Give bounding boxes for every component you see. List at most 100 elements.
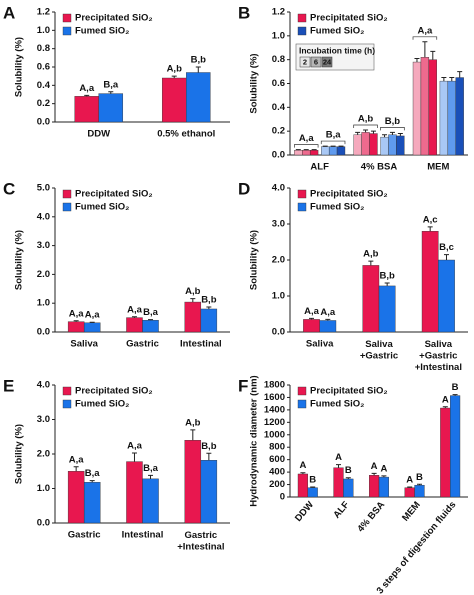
bar (67, 471, 85, 524)
bar (414, 484, 425, 498)
legend-label: Precipitated SiO₂ (75, 386, 153, 397)
label-line: +Gastric (419, 350, 457, 361)
bar (200, 308, 218, 333)
group-label: A,b (363, 249, 379, 260)
x-tick-label: MEM (427, 162, 449, 173)
y-tick-label: 1600 (264, 392, 285, 403)
y-tick-label: 4.0 (37, 380, 50, 391)
y-tick-label: 0.2 (37, 98, 50, 109)
y-tick-label: 0 (280, 492, 285, 503)
bar (438, 259, 455, 333)
bar (412, 61, 422, 156)
group-label: B,a (143, 463, 159, 474)
error-bar (371, 472, 377, 476)
bar (421, 230, 439, 333)
x-tick-label: ALF (331, 499, 351, 520)
panel-letter: F (238, 376, 248, 395)
panel-letter: A (3, 3, 15, 22)
error-bar (443, 254, 449, 260)
bar (396, 135, 405, 156)
error-bar (336, 464, 342, 468)
bar (67, 321, 85, 333)
y-tick-label: 2.0 (272, 255, 285, 266)
error-bar (309, 317, 315, 320)
error-bar (381, 475, 387, 478)
bar (142, 478, 159, 524)
error-bar (345, 477, 351, 479)
y-tick-label: 0.6 (272, 78, 285, 89)
bar (455, 77, 464, 156)
legend-swatch (62, 189, 72, 199)
group-label: A,a (69, 454, 85, 465)
bar (142, 319, 159, 333)
y-tick-label: 1800 (264, 380, 285, 391)
error-bar (89, 321, 95, 323)
error-bar (422, 41, 428, 58)
error-bar (449, 77, 455, 82)
legend-label: Precipitated SiO₂ (75, 189, 153, 200)
error-bar (73, 466, 79, 472)
error-bar (148, 474, 154, 479)
y-tick-label: 0.4 (272, 102, 286, 113)
group-label: A (335, 452, 342, 463)
group-label: B (416, 472, 423, 483)
incubation-swatch (321, 56, 333, 68)
bracket (320, 140, 346, 145)
bar (303, 319, 320, 333)
y-axis-label: Solubility (%) (249, 230, 260, 290)
group-label: B,b (191, 55, 207, 66)
x-tick-label: Saliva +Gastric +Intestinal (415, 339, 462, 373)
group-label: A (371, 461, 378, 472)
group-label: A,b (185, 286, 201, 297)
y-tick-label: 3.0 (37, 240, 50, 251)
bar (362, 265, 380, 333)
error-bar (206, 452, 212, 461)
legend-label: Fumed SiO₂ (310, 26, 364, 37)
y-tick-label: 1.2 (37, 7, 50, 18)
bar (333, 467, 344, 498)
bar (200, 460, 218, 524)
group-label: A,a (79, 83, 95, 94)
y-axis-label: Hydrodynamic diameter (nm) (249, 375, 260, 506)
legend-swatch (297, 13, 307, 23)
legend-label: Precipitated SiO₂ (310, 386, 388, 397)
label-line: Saliva (425, 339, 453, 350)
error-bar (322, 145, 328, 147)
y-tick-label: 800 (269, 442, 285, 453)
y-tick-label: 1.0 (37, 298, 50, 309)
bar (126, 317, 143, 333)
incubation-time: 24 (323, 57, 332, 66)
bar (388, 134, 397, 156)
y-axis-label: Solubility (%) (14, 37, 25, 97)
legend-swatch (62, 386, 72, 396)
bracket (412, 36, 438, 40)
y-tick-label: 1000 (264, 429, 285, 440)
y-axis-label: Solubility (%) (14, 230, 25, 290)
bar (343, 478, 354, 498)
x-tick-label: 4% BSA (361, 162, 398, 173)
y-tick-label: 1.0 (272, 30, 285, 41)
bar (428, 59, 437, 156)
group-label: B (309, 475, 316, 486)
error-bar (430, 50, 436, 60)
y-tick-label: 2.0 (37, 449, 50, 460)
x-tick-label: 0.5% ethanol (157, 129, 215, 140)
panel-letter: B (238, 3, 250, 22)
bar (186, 72, 211, 123)
y-tick-label: 600 (269, 454, 285, 465)
x-tick-label: Gastric (68, 530, 101, 541)
panel-letter: E (3, 376, 14, 395)
group-label: B,b (201, 294, 217, 305)
legend-label: Precipitated SiO₂ (75, 13, 153, 24)
group-label: A,b (358, 113, 374, 124)
bracket (353, 124, 378, 128)
bar (369, 475, 380, 498)
y-tick-label: 1.2 (272, 7, 285, 18)
bar (184, 440, 202, 524)
error-bar (206, 306, 212, 309)
bracket (380, 127, 405, 131)
error-bar (190, 429, 196, 441)
bar (420, 57, 430, 156)
